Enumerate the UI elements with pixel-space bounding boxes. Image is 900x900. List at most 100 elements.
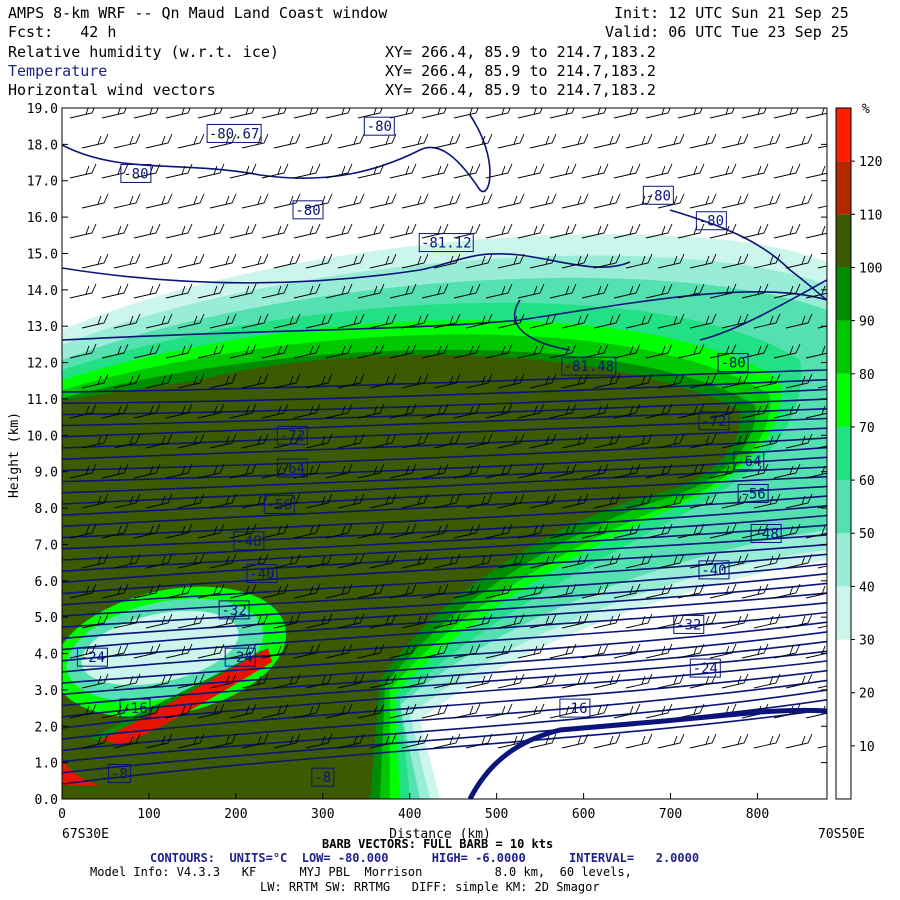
wind-barb bbox=[657, 673, 685, 689]
wind-barb bbox=[709, 108, 735, 119]
wind-barb bbox=[517, 463, 545, 479]
wind-barb bbox=[497, 613, 525, 629]
wind-barb bbox=[709, 583, 737, 599]
colorbar-label: 40 bbox=[859, 580, 875, 595]
wind-barb bbox=[721, 313, 749, 329]
wind-barb bbox=[133, 343, 161, 359]
wind-barb bbox=[581, 163, 609, 179]
contour-line bbox=[62, 524, 827, 572]
wind-barb bbox=[209, 193, 237, 209]
wind-barb bbox=[817, 505, 827, 509]
svg-text:-56: -56 bbox=[267, 497, 292, 513]
wind-barb bbox=[709, 523, 737, 539]
wind-barb bbox=[625, 313, 653, 329]
wind-barb bbox=[805, 165, 827, 179]
wind-barb bbox=[177, 733, 205, 749]
wind-barb bbox=[581, 403, 609, 419]
y-tick-label: 19.0 bbox=[27, 102, 58, 117]
wind-barb bbox=[561, 433, 589, 449]
svg-text:-72: -72 bbox=[280, 428, 305, 444]
wind-barb bbox=[433, 673, 461, 689]
wind-barb bbox=[293, 343, 321, 359]
wind-barb bbox=[337, 613, 365, 629]
wind-barb bbox=[81, 733, 109, 749]
wind-barb bbox=[529, 373, 557, 389]
wind-barb bbox=[721, 613, 749, 629]
wind-barb bbox=[581, 283, 609, 299]
wind-barb bbox=[305, 433, 333, 449]
contour-line bbox=[62, 679, 827, 752]
contour-note: CONTOURS: UNITS=°C LOW= -80.000 HIGH= -6… bbox=[150, 851, 700, 865]
contour-line bbox=[62, 689, 827, 763]
x-tick-label: 100 bbox=[137, 807, 160, 822]
wind-barb bbox=[773, 108, 799, 119]
wind-barb bbox=[753, 493, 781, 509]
wind-barb bbox=[497, 193, 525, 209]
wind-barb bbox=[689, 133, 717, 149]
field-1-name: Relative humidity (w.r.t. ice) bbox=[8, 43, 279, 61]
y-tick-label: 10.0 bbox=[27, 429, 58, 444]
wind-barb bbox=[261, 523, 289, 539]
wind-barb bbox=[741, 283, 769, 299]
wind-barb bbox=[209, 733, 237, 749]
wind-barb bbox=[485, 283, 513, 299]
wind-barb bbox=[485, 403, 513, 419]
wind-barb bbox=[81, 253, 109, 269]
wind-barb bbox=[165, 583, 193, 599]
wind-barb bbox=[145, 733, 173, 749]
wind-barb bbox=[817, 745, 827, 749]
svg-text:-32: -32 bbox=[676, 617, 701, 633]
wind-barb bbox=[145, 433, 173, 449]
wind-barb bbox=[293, 523, 321, 539]
wind-barb bbox=[273, 253, 301, 269]
x-tick-label: 400 bbox=[398, 807, 421, 822]
wind-barb bbox=[261, 583, 289, 599]
wind-barb bbox=[517, 163, 545, 179]
wind-barb bbox=[497, 493, 525, 509]
wind-barb bbox=[593, 553, 621, 569]
wind-barb bbox=[69, 463, 97, 479]
svg-text:-80.67: -80.67 bbox=[209, 126, 260, 142]
svg-text:-80: -80 bbox=[720, 356, 745, 372]
wind-barb bbox=[677, 583, 705, 599]
wind-barb bbox=[241, 433, 269, 449]
wind-barb bbox=[677, 343, 705, 359]
wind-barb bbox=[785, 313, 813, 329]
field-1-xy: XY= 266.4, 85.9 to 214.7,183.2 bbox=[385, 43, 656, 61]
y-tick-label: 2.0 bbox=[35, 720, 58, 735]
wind-barb bbox=[497, 313, 525, 329]
wind-barb bbox=[81, 553, 109, 569]
wind-barb bbox=[165, 523, 193, 539]
wind-barb bbox=[645, 283, 673, 299]
wind-barb bbox=[389, 108, 415, 119]
contour-label: -72 bbox=[698, 411, 730, 431]
wind-barb bbox=[433, 553, 461, 569]
svg-text:-32: -32 bbox=[221, 603, 246, 619]
contour-label: -8 bbox=[107, 764, 131, 784]
wind-barb bbox=[305, 553, 333, 569]
wind-barb bbox=[197, 523, 225, 539]
wind-barb bbox=[465, 553, 493, 569]
wind-barb bbox=[305, 373, 333, 389]
wind-barb bbox=[325, 343, 353, 359]
wind-barb bbox=[357, 703, 385, 719]
wind-barb bbox=[177, 553, 205, 569]
wind-barb bbox=[805, 585, 827, 599]
wind-barb bbox=[517, 523, 545, 539]
contour-label: -81.12 bbox=[418, 233, 474, 253]
wind-barb bbox=[389, 643, 417, 659]
wind-barb bbox=[357, 583, 385, 599]
svg-text:-80: -80 bbox=[367, 119, 392, 135]
contour-label: -40 bbox=[698, 560, 730, 580]
wind-barb bbox=[101, 523, 129, 539]
contour-label: -32 bbox=[673, 614, 705, 634]
wind-barb bbox=[209, 673, 237, 689]
wind-barb bbox=[549, 108, 575, 119]
wind-barb bbox=[337, 433, 365, 449]
x-axis-label: Distance (km) bbox=[389, 827, 491, 842]
contour-line bbox=[62, 417, 827, 449]
wind-barb bbox=[145, 313, 173, 329]
wind-barb bbox=[101, 283, 129, 299]
wind-barb bbox=[657, 493, 685, 509]
wind-barb bbox=[369, 553, 397, 569]
